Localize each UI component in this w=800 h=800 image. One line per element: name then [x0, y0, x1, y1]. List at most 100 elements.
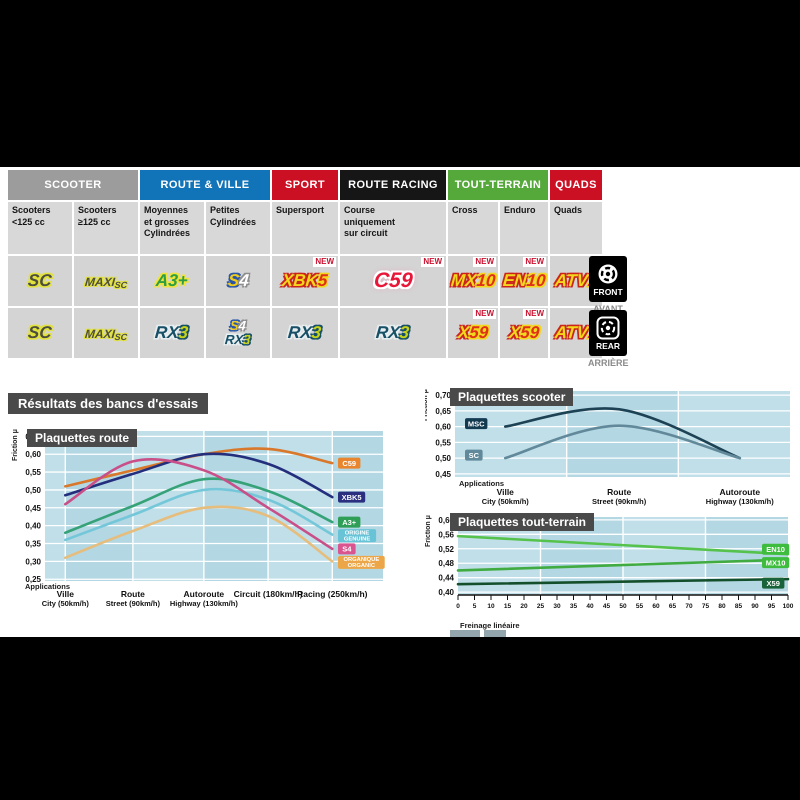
table-cell-front: NEW XBK5 [272, 256, 338, 306]
x-tick-label: 50 [619, 603, 627, 610]
table-cell-front: NEW MX10 [448, 256, 498, 306]
y-tick-label: 0,56 [438, 530, 454, 539]
y-tick-label: 0,40 [25, 522, 41, 531]
plot-band [65, 431, 133, 581]
series-label-text: ORGANIC [348, 563, 376, 569]
x-tick-label: 10 [487, 603, 495, 610]
scooter-chart-title: Plaquettes scooter [450, 388, 574, 406]
x-category-sublabel: Highway (130km/h) [170, 599, 238, 608]
x-tick-label: 60 [652, 603, 660, 610]
table-cell-rear: SC [8, 308, 72, 358]
series-label-text: XBK5 [342, 493, 362, 502]
front-label: FRONT [593, 286, 623, 297]
series-line-ORIGINE / GENUINE [63, 487, 334, 542]
y-tick-label: 0,55 [435, 438, 451, 447]
x-category-sublabel: Highway (130km/h) [706, 497, 774, 506]
x-tick-label: 35 [570, 603, 578, 610]
route-friction-chart: 0,650,600,550,500,450,400,350,300,25C59X… [12, 429, 385, 608]
route-chart-title: Plaquettes route [27, 429, 138, 447]
table-subheader: Scooters ≥125 cc [74, 202, 138, 254]
y-tick-label: 0,55 [25, 468, 41, 477]
series-line-X59 [456, 577, 790, 586]
series-label-text: MSC [468, 419, 485, 428]
x-tick-label: 30 [553, 603, 561, 610]
table-subheader: Scooters <125 cc [8, 202, 72, 254]
product-logo: MAXISC [84, 326, 128, 342]
table-cell-front: S4 [206, 256, 270, 306]
y-tick-label: 0,70 [435, 391, 451, 400]
series-label-text: EN10 [766, 545, 785, 554]
front-axle-badge: FRONT [589, 256, 627, 302]
y-tick-label: 0,25 [25, 575, 41, 584]
y-tick-label: 0,35 [25, 540, 41, 549]
table-group-scooter: SCOOTER [8, 170, 138, 200]
series-label-SC [465, 449, 483, 461]
table-group-sport: SPORT [272, 170, 338, 200]
series-label-text: S4 [342, 545, 352, 554]
series-label-XBK5 [338, 491, 366, 503]
x-category-label: Circuit (180km/h) [234, 589, 303, 599]
table-group-route-ville: ROUTE & VILLE [140, 170, 270, 200]
y-axis-title: Friction μ [12, 429, 19, 461]
series-label-text: ORIGINE [345, 530, 370, 536]
x-category-label: Ville [57, 589, 75, 599]
product-logo: C59 [372, 268, 414, 292]
plot-band [566, 391, 679, 477]
front-sub-label: AVANT [593, 304, 623, 314]
table-subheader: Moyennes et grosses Cylindrées [140, 202, 204, 254]
new-badge: NEW [473, 257, 496, 267]
y-tick-label: 0,40 [438, 588, 454, 597]
x-category-label: Ville [497, 487, 515, 497]
product-logo: RX3 [154, 323, 190, 343]
y-tick-label: 0,52 [438, 545, 454, 554]
table-cell-rear: S4 RX3 [206, 308, 270, 358]
x-tick-label: 40 [586, 603, 594, 610]
y-tick-label: 0,60 [435, 423, 451, 432]
x-tick-label: 85 [735, 603, 743, 610]
y-tick-label: 0,50 [25, 486, 41, 495]
new-badge: NEW [523, 309, 546, 319]
x-category-label: Autoroute [184, 589, 225, 599]
table-cell-rear: RX3 [140, 308, 204, 358]
x-category-label: Autoroute [719, 487, 760, 497]
product-logo: MAXISC [84, 274, 128, 290]
series-label-text: ORGANIQUE [343, 557, 379, 563]
series-label-MX10 [762, 557, 790, 569]
x-category-label: Route [607, 487, 631, 497]
axis-caption: Freinage linéaire [460, 621, 520, 630]
table-cell-rear: RX3 [340, 308, 446, 358]
rear-axle-legend: REAR ARRIÈRE [588, 310, 629, 368]
top-black-band [0, 0, 800, 167]
y-tick-label: 0,50 [435, 454, 451, 463]
x-tick-label: 90 [751, 603, 759, 610]
y-tick-label: 0,60 [438, 516, 454, 525]
series-label-ORIGINE / GENUINE [338, 529, 377, 543]
x-tick-label: 70 [685, 603, 693, 610]
rear-brake-disc-icon [596, 316, 620, 339]
rear-label: REAR [595, 340, 621, 351]
product-logo: EN10 [501, 271, 547, 291]
product-logo: A3+ [155, 271, 189, 291]
table-cell-rear: NEW X59 [448, 308, 498, 358]
series-line-S4 [63, 458, 334, 551]
table-subheader: Quads [550, 202, 602, 254]
y-tick-label: 0,45 [435, 470, 451, 479]
scooter-friction-chart: 0,70 0,65 0,60 0,55 0,50 0,45 MSC SC Friction μ A… [425, 389, 790, 506]
new-badge: NEW [421, 257, 444, 267]
plot-band [132, 431, 204, 581]
y-tick-label: 0,60 [25, 450, 41, 459]
cropped-element [450, 630, 480, 638]
front-axle-legend: FRONT AVANT [588, 256, 628, 314]
x-tick-label: 65 [669, 603, 677, 610]
plot-band [45, 431, 66, 581]
table-cell-front: A3+ [140, 256, 204, 306]
series-line-ORGANIQUE / ORGANIC [63, 505, 334, 563]
product-logo: X59 [457, 323, 489, 343]
rear-sub-label: ARRIÈRE [588, 358, 629, 368]
series-label-EN10 [762, 543, 790, 555]
cropped-element [484, 630, 506, 638]
table-group-quads: QUADS [550, 170, 602, 200]
y-axis-title: Friction μ [425, 515, 432, 547]
table-subheader: Petites Cylindrées [206, 202, 270, 254]
rear-axle-badge: REAR [589, 310, 627, 356]
